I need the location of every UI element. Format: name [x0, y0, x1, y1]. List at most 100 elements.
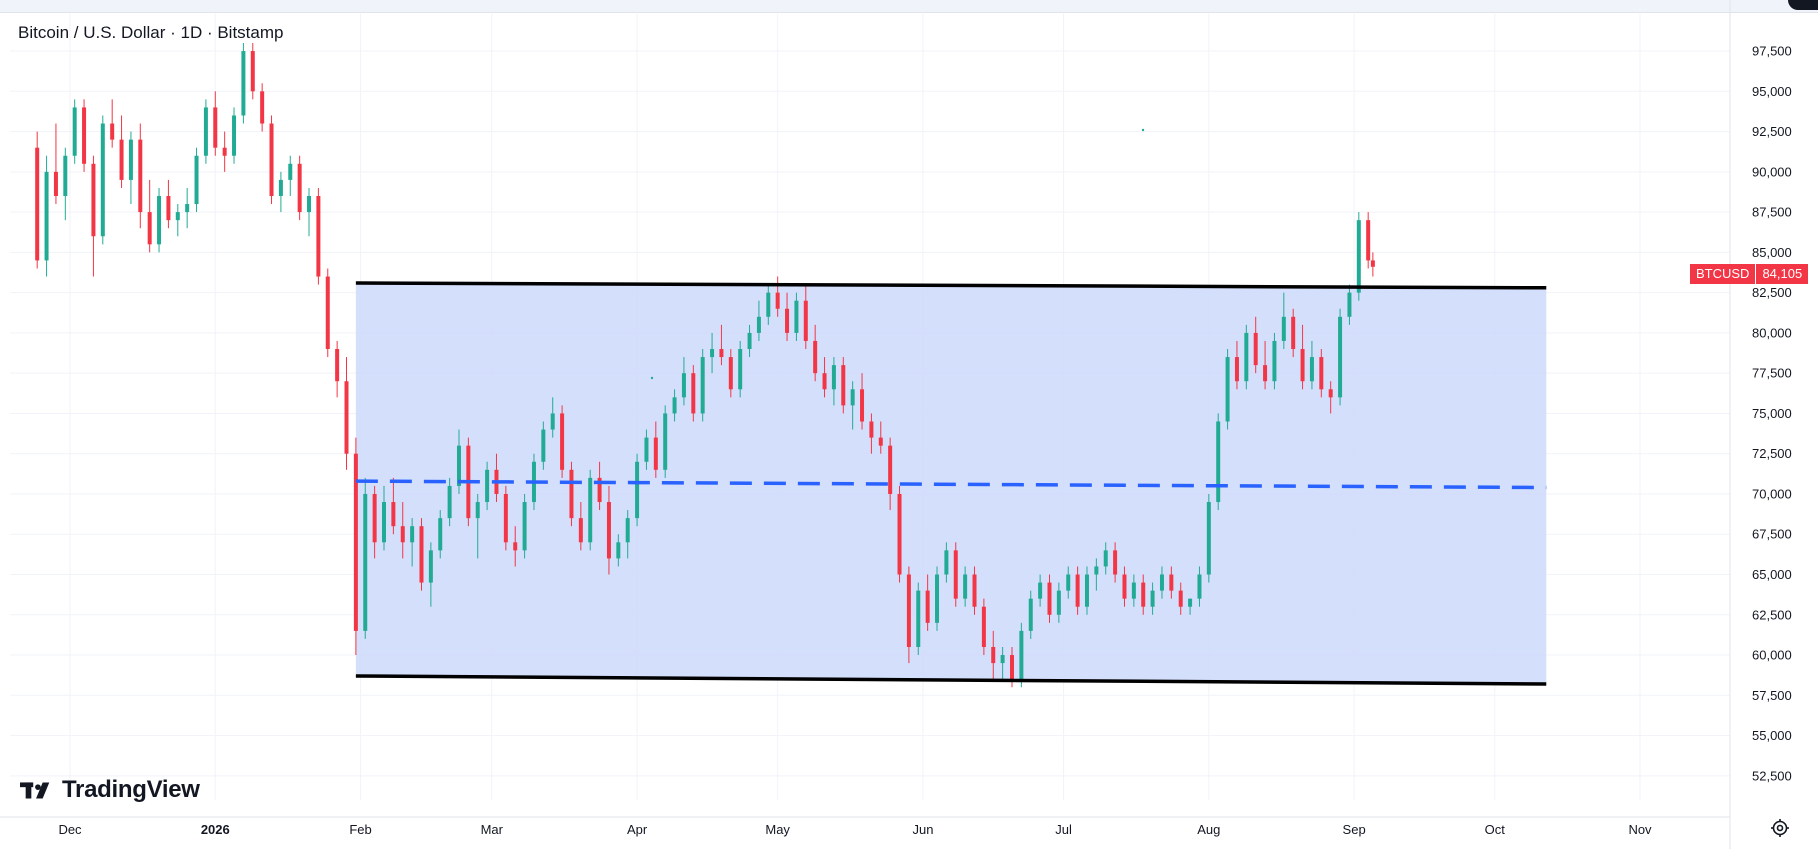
candle-body	[831, 365, 836, 390]
candle-body	[203, 107, 208, 156]
candle-body	[503, 493, 508, 543]
candle-body	[775, 292, 780, 309]
channel-lower-line	[355, 674, 1547, 686]
candle-body	[1216, 421, 1221, 503]
candle-body	[232, 115, 237, 156]
corner-tab[interactable]	[1788, 0, 1818, 10]
candle-body	[616, 542, 621, 559]
candle-body	[353, 453, 358, 631]
candle-body	[147, 212, 152, 245]
candle-body	[175, 212, 180, 221]
candle-body	[1206, 502, 1211, 575]
candle-body	[522, 502, 527, 551]
candle-body	[288, 163, 293, 180]
x-tick-label: Nov	[1628, 822, 1652, 837]
candle-body	[541, 429, 546, 462]
logo-text: TradingView	[62, 776, 200, 803]
candle-body	[1370, 260, 1375, 267]
candle-body	[878, 437, 883, 446]
candle-body	[1319, 357, 1324, 390]
last-price-label: BTCUSD 84,105	[1690, 264, 1809, 284]
candle-body	[1122, 574, 1127, 599]
price-tag-value: 84,105	[1756, 264, 1809, 284]
candle-body	[513, 542, 518, 551]
candle-body	[1056, 590, 1061, 615]
candle-body	[635, 461, 640, 519]
candle-body	[1010, 655, 1014, 680]
candle-body	[410, 526, 415, 543]
candle-body	[250, 51, 255, 92]
candle-body	[766, 292, 771, 317]
candle-body	[391, 502, 396, 527]
candle-body	[1113, 550, 1118, 575]
x-axis[interactable]: Dec 2026 Feb Mar Apr May Jun Jul Aug Sep Oct Nov	[58, 822, 1652, 837]
candle-body	[813, 340, 818, 374]
candle-body	[382, 502, 386, 543]
candle-body	[728, 357, 733, 390]
candle-body	[100, 123, 105, 237]
candle-body	[953, 550, 958, 599]
candle-body	[213, 107, 218, 148]
channel-upper-line	[355, 281, 1547, 290]
candle-body	[185, 204, 190, 213]
candle-body	[578, 518, 583, 543]
candle-body	[916, 590, 921, 647]
channel-mid-line	[355, 479, 1547, 490]
x-tick-label: Sep	[1343, 822, 1366, 837]
candle-body	[1263, 365, 1268, 382]
y-tick-label: 65,000	[1752, 567, 1792, 582]
tradingview-logo-icon	[20, 782, 50, 799]
candle-body	[1366, 220, 1371, 261]
y-tick-label: 75,000	[1752, 406, 1792, 421]
candle-body	[606, 502, 611, 559]
candle-body	[1066, 574, 1071, 591]
candle-body	[794, 300, 799, 333]
candle-body	[738, 349, 743, 390]
tradingview-logo[interactable]: TradingView	[20, 776, 200, 804]
candle-body	[447, 485, 452, 519]
candle-body	[925, 590, 930, 623]
candle-body	[1178, 590, 1183, 607]
candle-body	[691, 373, 696, 414]
stray-dot	[650, 376, 654, 380]
candle-body	[944, 550, 949, 575]
y-tick-label: 77,500	[1752, 366, 1792, 381]
candle-body	[1328, 389, 1333, 398]
candle-body	[700, 357, 705, 414]
y-axis[interactable]: 97,500 95,000 92,500 90,000 87,500 85,000 82,5…	[1752, 44, 1792, 784]
candle-body	[110, 123, 115, 140]
candle-body	[625, 518, 630, 543]
candle-body	[981, 606, 986, 647]
y-tick-label: 82,500	[1752, 285, 1792, 300]
candle-body	[419, 526, 424, 583]
candle-body	[128, 139, 133, 180]
candle-body	[372, 493, 377, 543]
candle-body	[756, 316, 761, 333]
candle-body	[1000, 655, 1005, 664]
candle-layer	[35, 42, 1375, 688]
candle-body	[569, 469, 574, 519]
channel-lines-layer	[355, 281, 1547, 686]
x-tick-label: Mar	[481, 822, 504, 837]
x-tick-label: Feb	[349, 822, 371, 837]
candle-body	[157, 196, 162, 245]
candle-body	[588, 477, 593, 543]
candle-body	[53, 171, 58, 197]
candle-body	[1356, 220, 1361, 293]
y-tick-label: 85,000	[1752, 245, 1792, 260]
top-toolbar-strip	[0, 0, 1818, 13]
candle-body	[307, 196, 312, 213]
price-tag-symbol: BTCUSD	[1690, 264, 1757, 284]
y-tick-label: 52,500	[1752, 768, 1792, 783]
candle-body	[44, 171, 49, 261]
candle-body	[785, 308, 790, 333]
chart-legend-title[interactable]: Bitcoin / U.S. Dollar · 1D · Bitstamp	[18, 23, 284, 42]
candle-body	[269, 123, 274, 197]
candle-body	[72, 107, 77, 156]
x-tick-label: Apr	[627, 822, 648, 837]
y-tick-label: 60,000	[1752, 648, 1792, 663]
candle-body	[194, 155, 199, 205]
settings-gear-icon[interactable]	[1770, 818, 1790, 838]
y-tick-label: 55,000	[1752, 728, 1792, 743]
